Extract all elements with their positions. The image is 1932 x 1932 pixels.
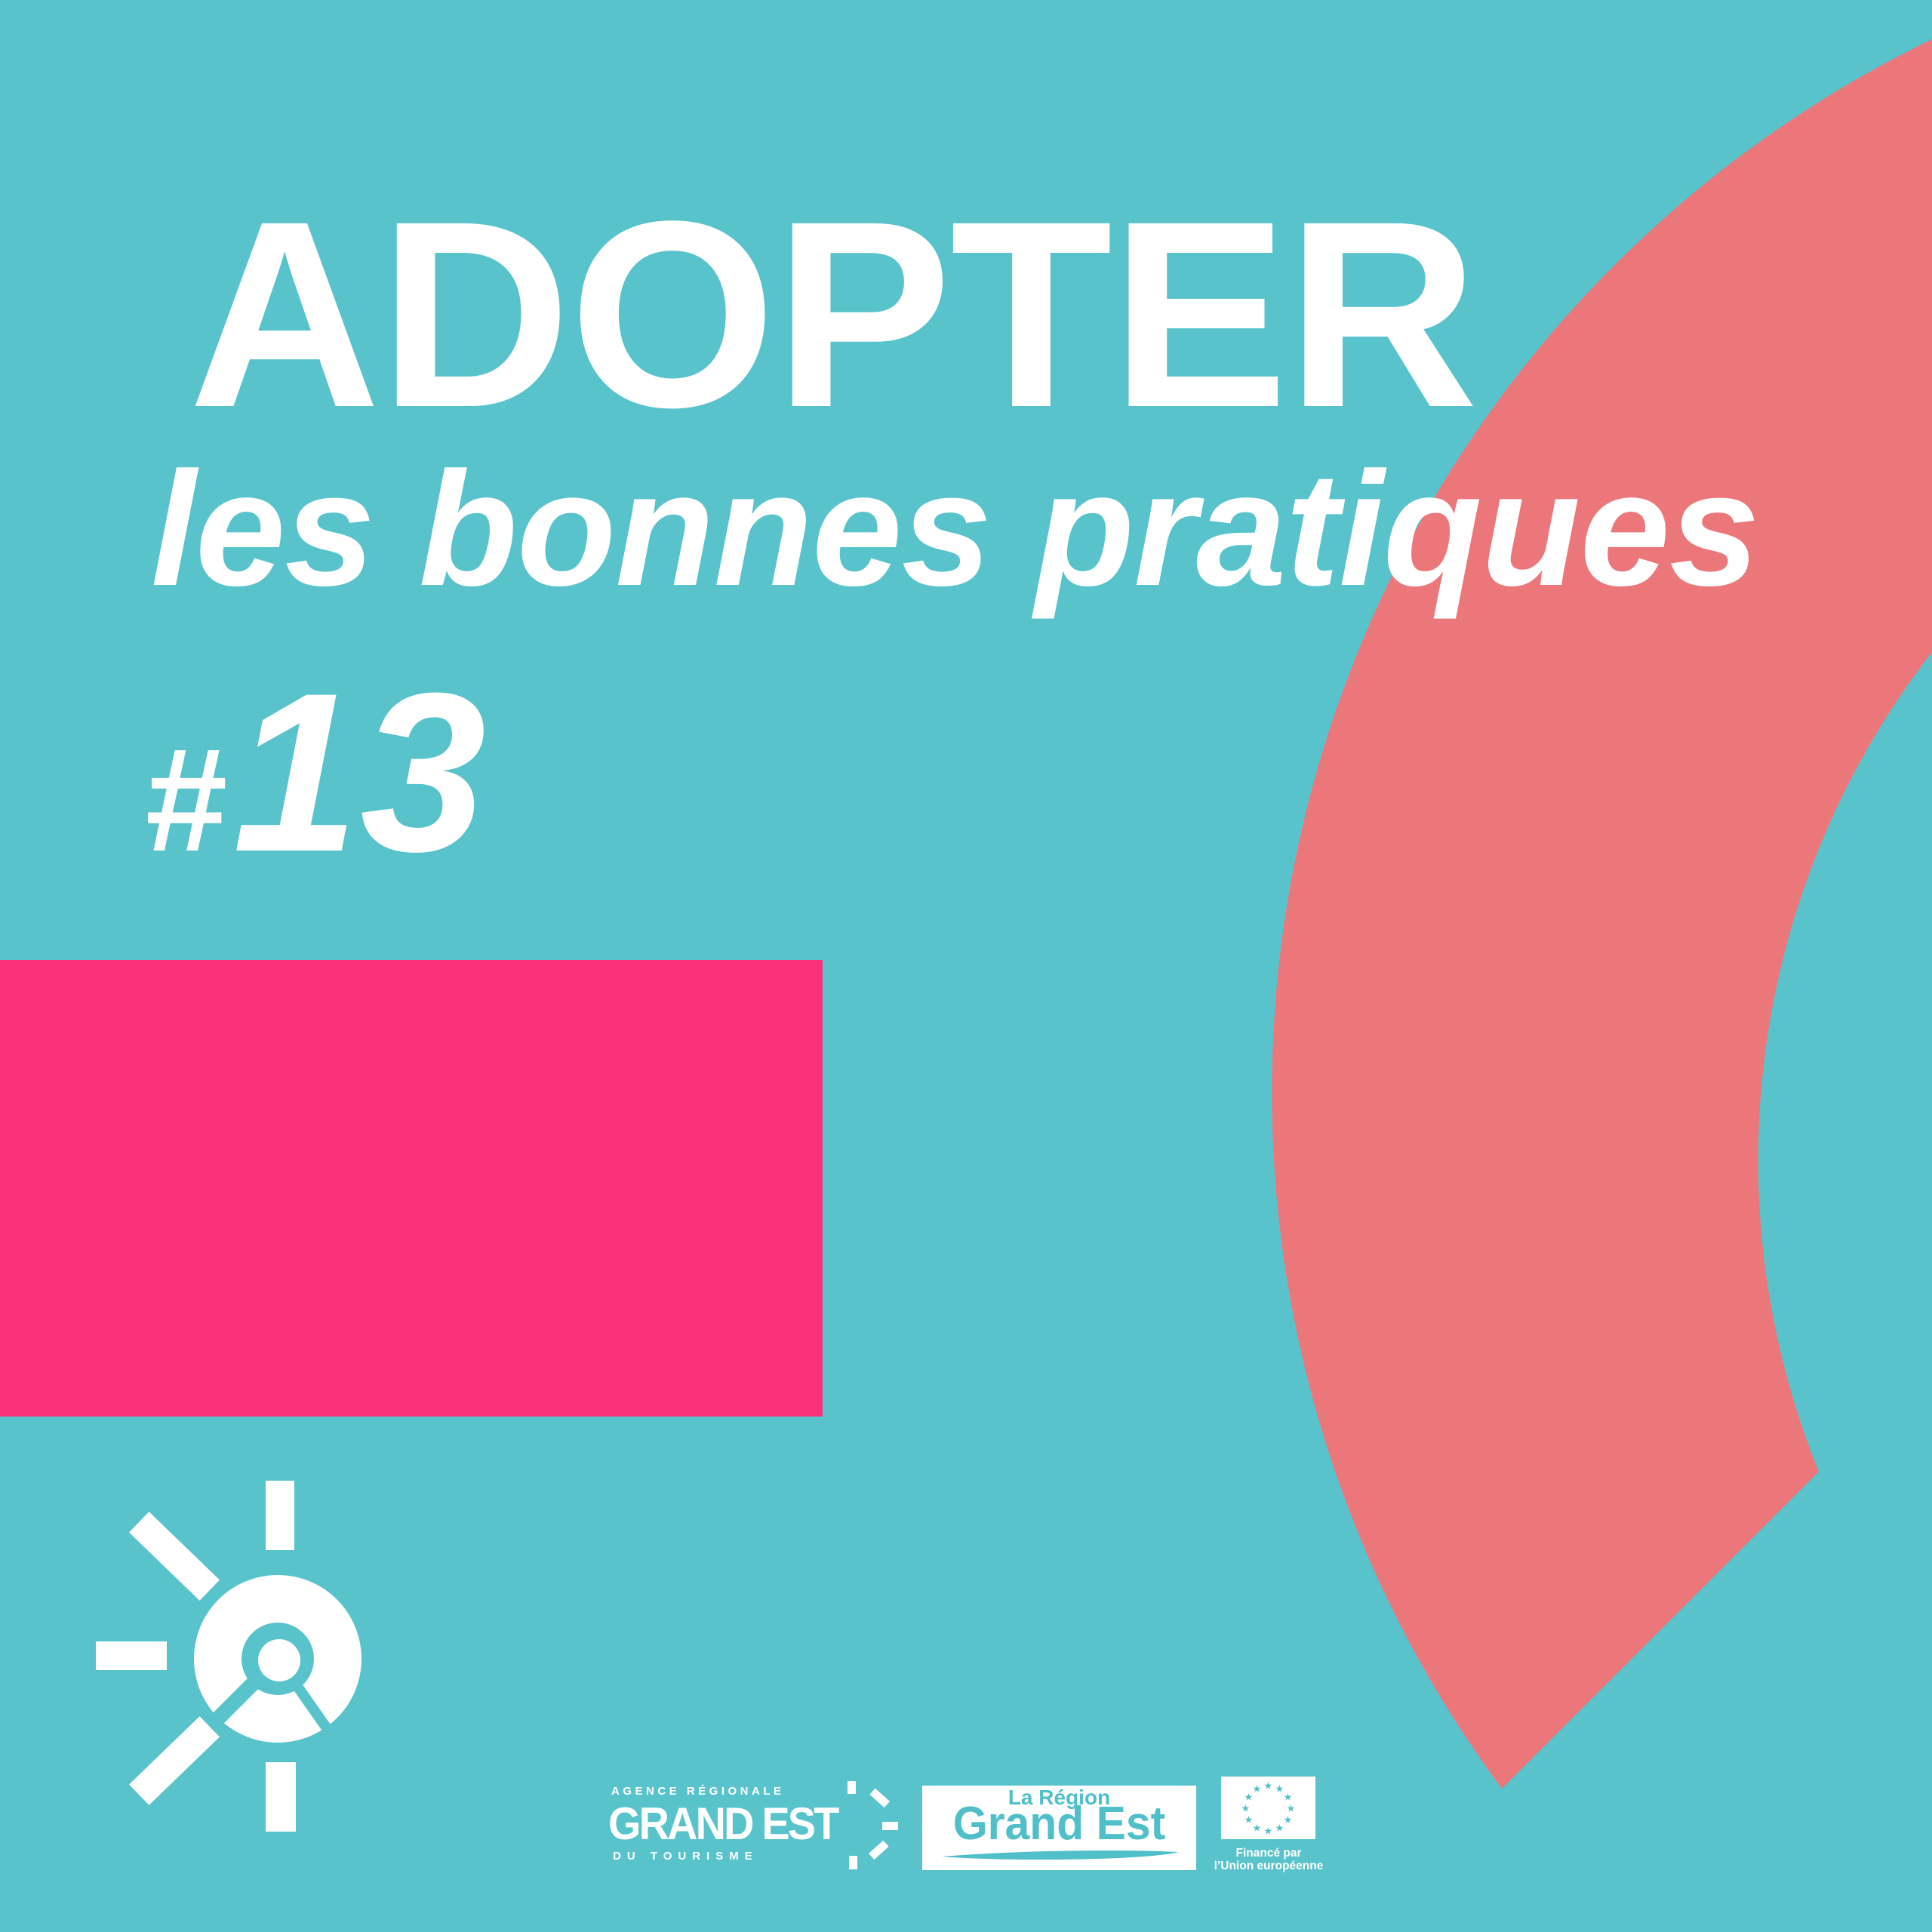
sun-center-dot-icon	[258, 1639, 300, 1681]
sun-ray-topleft-icon	[129, 1512, 220, 1601]
agence-logo-name: GRAND EST	[608, 1798, 839, 1849]
sun-ray-bottom-icon	[266, 1762, 296, 1832]
region-logo-name: Grand Est	[952, 1798, 1166, 1850]
page-subtitle: les bonnes pratiques	[151, 438, 1760, 620]
episode-number-block: #13	[143, 659, 488, 885]
eu-star-icon: ★	[1275, 1822, 1284, 1833]
spark-ray-bottomright-icon	[868, 1840, 889, 1860]
eu-star-icon: ★	[1263, 1780, 1273, 1791]
eu-star-icon: ★	[1244, 1791, 1254, 1802]
region-logo-line-top: La Région	[1008, 1786, 1111, 1809]
episode-hash: #	[143, 718, 226, 882]
spark-ray-bottom-icon	[849, 1856, 857, 1869]
eu-star-icon: ★	[1275, 1783, 1284, 1794]
spark-ray-top-icon	[848, 1781, 856, 1794]
sun-ray-left-icon	[96, 1641, 167, 1670]
eu-star-icon: ★	[1241, 1802, 1251, 1814]
pink-rectangle	[0, 960, 823, 1417]
eu-caption: Financé par l’Union européenne	[1208, 1847, 1330, 1872]
spark-ray-topright-icon	[869, 1788, 891, 1808]
eu-star-icon: ★	[1283, 1814, 1293, 1825]
ring-slit-right-icon	[288, 1677, 337, 1739]
eu-caption-line1: Financé par	[1235, 1847, 1302, 1860]
eu-caption-line2: l’Union européenne	[1214, 1860, 1324, 1873]
eu-star-icon: ★	[1244, 1814, 1254, 1825]
sun-ring-icon	[194, 1575, 361, 1743]
eu-star-icon: ★	[1252, 1822, 1262, 1833]
sun-ray-top-icon	[266, 1481, 294, 1550]
agence-logo-line-bottom: DU TOURISME	[613, 1850, 758, 1863]
spark-ray-right-icon	[882, 1822, 898, 1830]
episode-number: 13	[232, 645, 488, 899]
eu-star-icon: ★	[1283, 1791, 1293, 1802]
sun-ray-bottomleft-icon	[129, 1716, 220, 1805]
eu-flag	[1221, 1777, 1315, 1839]
ring-slit-left-icon	[206, 1672, 265, 1730]
page-title: ADOPTER	[189, 165, 1478, 463]
eu-star-icon: ★	[1252, 1783, 1262, 1794]
coral-arc-path	[1272, 39, 1932, 1789]
eu-star-icon: ★	[1286, 1802, 1296, 1814]
agence-logo-line-top: AGENCE RÉGIONALE	[611, 1785, 785, 1798]
eu-star-icon: ★	[1263, 1825, 1273, 1836]
